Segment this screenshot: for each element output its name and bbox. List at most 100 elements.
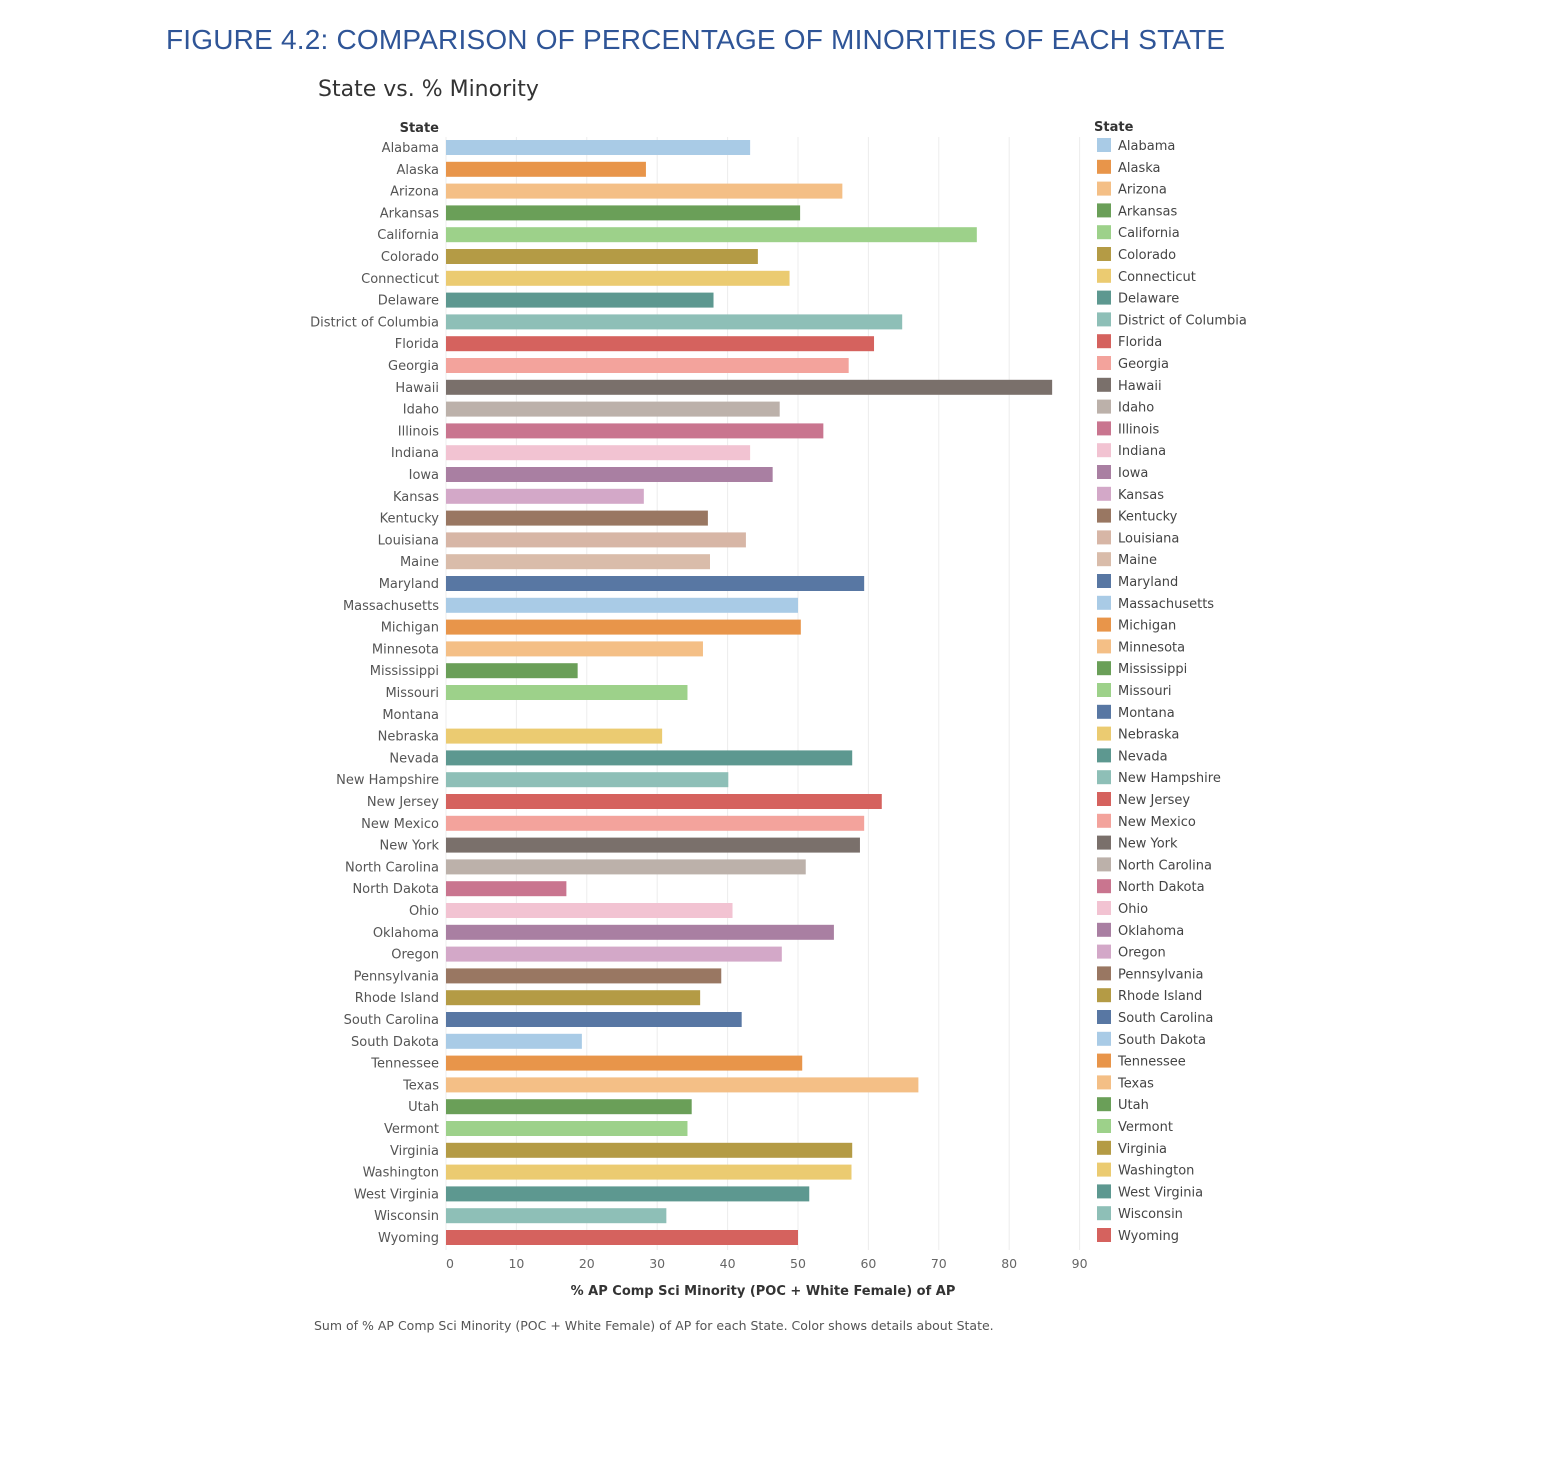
legend-swatch	[1097, 857, 1111, 872]
bar	[446, 794, 882, 809]
legend-swatch	[1097, 312, 1111, 327]
legend-entry: Alabama	[1118, 139, 1175, 154]
x-tick-label: 30	[649, 1256, 665, 1271]
bar	[446, 401, 780, 417]
legend-entry: Nevada	[1118, 749, 1168, 764]
legend-entry: Michigan	[1118, 619, 1176, 634]
category-label: Kentucky	[380, 512, 440, 527]
legend-entry: Ohio	[1118, 902, 1148, 917]
bar	[446, 859, 806, 875]
legend-swatch	[1097, 1053, 1111, 1068]
x-tick-label: 0	[446, 1256, 454, 1271]
legend-swatch	[1097, 617, 1111, 632]
category-label: Iowa	[409, 468, 439, 483]
legend-entry: South Dakota	[1118, 1033, 1206, 1048]
figure-title: FIGURE 4.2: COMPARISON OF PERCENTAGE OF …	[166, 24, 1226, 55]
x-tick-label: 90	[1072, 1256, 1088, 1271]
category-labels: Alabama Alaska Arizona Arkansas California Co…	[310, 141, 439, 1246]
legend-entry: North Dakota	[1118, 880, 1205, 895]
legend-entry: New Jersey	[1118, 793, 1190, 808]
legend-swatch	[1097, 1097, 1111, 1112]
category-label: Colorado	[381, 250, 439, 265]
legend-swatch	[1097, 1228, 1111, 1242]
legend-entry: California	[1118, 226, 1180, 241]
legend-swatch	[1097, 683, 1111, 697]
category-label: Missouri	[385, 686, 439, 701]
bar	[446, 358, 849, 373]
category-label: Illinois	[398, 424, 439, 439]
legend-entry: Indiana	[1118, 444, 1166, 459]
x-tick-label: 20	[579, 1256, 595, 1271]
bar	[446, 1230, 798, 1245]
legend-entry: Idaho	[1118, 401, 1154, 416]
category-label: Washington	[363, 1166, 439, 1181]
legend-swatch	[1097, 574, 1111, 588]
category-label: Hawaii	[395, 381, 439, 396]
bar	[446, 270, 790, 286]
bars	[446, 140, 1053, 1245]
category-label: District of Columbia	[310, 315, 439, 330]
legend-entry: District of Columbia	[1118, 313, 1247, 328]
legend-entry: Louisiana	[1118, 531, 1179, 546]
legend-swatch	[1097, 465, 1111, 479]
legend-swatch	[1097, 988, 1111, 1003]
legend-title: State	[1094, 120, 1134, 135]
category-label: Oregon	[391, 948, 439, 963]
legend-entry: Kentucky	[1118, 510, 1178, 525]
bar	[446, 1186, 810, 1202]
legend-entry: Colorado	[1118, 248, 1176, 263]
x-tick-label: 40	[720, 1256, 736, 1271]
legend-swatch	[1097, 552, 1111, 567]
legend-swatch	[1097, 879, 1111, 894]
legend-swatch	[1097, 1010, 1111, 1024]
bar	[446, 728, 663, 744]
bar	[446, 990, 701, 1006]
x-tick-label: 70	[931, 1256, 947, 1271]
x-tick-labels: 0 10 20 30 40 50 60 70 80 90	[446, 1256, 1088, 1271]
legend-entry: Washington	[1118, 1164, 1194, 1179]
category-label: Delaware	[378, 294, 439, 309]
category-label: Nevada	[389, 751, 439, 766]
legend-entry: Missouri	[1118, 684, 1172, 699]
category-label: South Dakota	[351, 1035, 439, 1050]
category-label: Alabama	[382, 141, 439, 156]
legend-swatch	[1097, 704, 1111, 719]
bar	[446, 663, 578, 679]
bar	[446, 903, 733, 918]
legend-swatch	[1097, 1184, 1111, 1199]
category-label: Minnesota	[372, 642, 439, 657]
category-label: New Hampshire	[336, 773, 439, 788]
legend-entry: Rhode Island	[1118, 989, 1202, 1004]
bar	[446, 227, 977, 243]
legend-swatch	[1097, 901, 1111, 915]
category-label: Florida	[395, 337, 439, 352]
legend-swatch	[1097, 159, 1111, 174]
category-label: New Jersey	[367, 795, 439, 810]
bar	[446, 946, 782, 962]
legend-entry: North Carolina	[1118, 858, 1212, 873]
legend-entry: Wisconsin	[1118, 1207, 1183, 1222]
category-label: Kansas	[393, 490, 439, 505]
legend-entry: Montana	[1118, 706, 1175, 721]
bar	[446, 641, 703, 657]
category-label: Maine	[400, 555, 439, 570]
legend-swatch	[1097, 661, 1111, 676]
legend-swatch	[1097, 748, 1111, 763]
legend-swatch	[1097, 225, 1111, 240]
legend-entry: Oklahoma	[1118, 924, 1184, 939]
legend-entry: Delaware	[1118, 292, 1179, 307]
legend-swatch	[1097, 595, 1111, 610]
bar	[446, 336, 875, 352]
category-label: West Virginia	[354, 1187, 439, 1202]
category-label: Utah	[408, 1100, 439, 1115]
legend-entry: Tennessee	[1117, 1055, 1186, 1070]
category-label: Georgia	[388, 359, 439, 374]
bar	[446, 140, 751, 155]
bar	[446, 532, 746, 548]
chart-caption: Sum of % AP Comp Sci Minority (POC + Whi…	[314, 1318, 994, 1333]
bar	[446, 1121, 688, 1136]
x-tick-label: 10	[508, 1256, 524, 1271]
legend-entry: Mississippi	[1118, 662, 1187, 677]
bar	[446, 379, 1053, 395]
bar	[446, 205, 801, 221]
